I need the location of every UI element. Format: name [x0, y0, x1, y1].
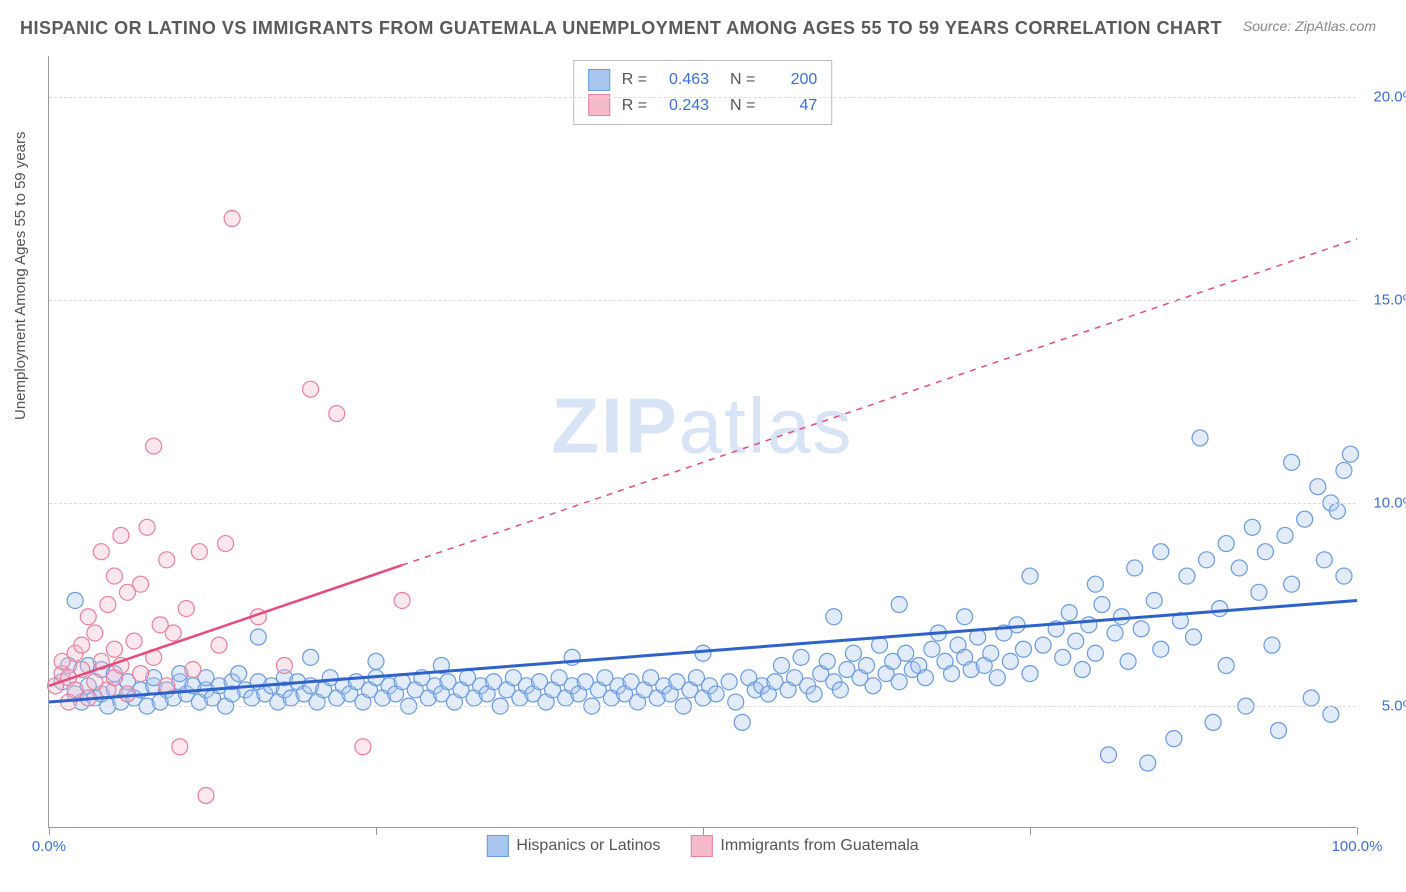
- x-tick-label: 0.0%: [32, 838, 66, 855]
- legend-label-1: Immigrants from Guatemala: [720, 837, 918, 855]
- y-axis-label: Unemployment Among Ages 55 to 59 years: [12, 131, 29, 420]
- gridline: [49, 97, 1356, 98]
- x-tick: [1357, 827, 1358, 835]
- legend-item-1: Immigrants from Guatemala: [690, 835, 918, 857]
- x-tick: [49, 827, 50, 835]
- gridline: [49, 503, 1356, 504]
- chart-area: ZIPatlas R = 0.463 N = 200 R = 0.243 N =…: [48, 56, 1356, 828]
- x-tick: [376, 827, 377, 835]
- gridline: [49, 706, 1356, 707]
- y-tick-label: 20.0%: [1373, 88, 1406, 105]
- legend-label-0: Hispanics or Latinos: [516, 837, 660, 855]
- x-tick: [703, 827, 704, 835]
- source-label: Source: ZipAtlas.com: [1243, 18, 1376, 34]
- legend-item-0: Hispanics or Latinos: [486, 835, 660, 857]
- x-tick-label: 100.0%: [1332, 838, 1383, 855]
- swatch-icon: [690, 835, 712, 857]
- plot-svg: [49, 56, 1356, 827]
- x-tick: [1030, 827, 1031, 835]
- y-tick-label: 5.0%: [1382, 698, 1406, 715]
- gridline: [49, 300, 1356, 301]
- y-tick-label: 10.0%: [1373, 494, 1406, 511]
- series-legend: Hispanics or Latinos Immigrants from Gua…: [486, 835, 918, 857]
- swatch-icon: [486, 835, 508, 857]
- y-tick-label: 15.0%: [1373, 291, 1406, 308]
- chart-title: HISPANIC OR LATINO VS IMMIGRANTS FROM GU…: [20, 18, 1386, 39]
